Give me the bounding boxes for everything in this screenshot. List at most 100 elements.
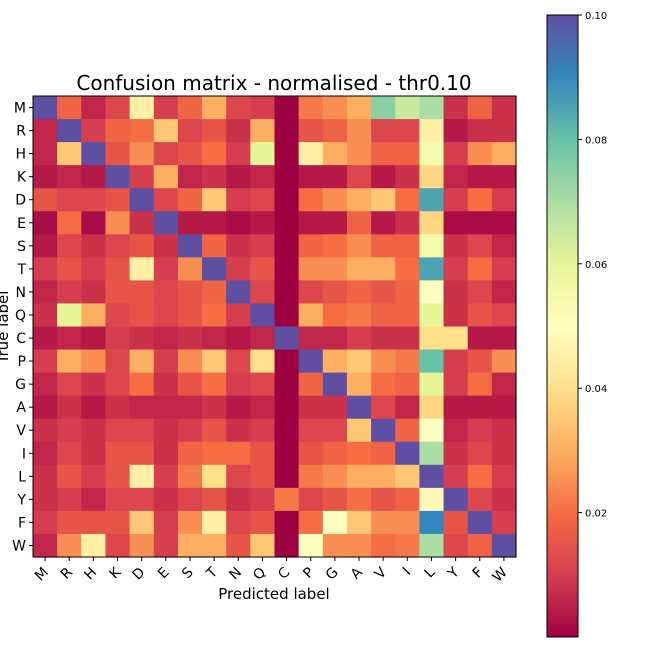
heatmap-cell — [443, 349, 469, 374]
heatmap-cell — [57, 211, 82, 235]
heatmap-cell — [129, 234, 155, 258]
heatmap-cell — [226, 326, 251, 351]
heatmap-cell — [105, 395, 131, 420]
heatmap-cell — [226, 142, 251, 166]
heatmap-cell — [395, 533, 420, 558]
heatmap-cell — [491, 326, 517, 351]
heatmap-cell — [467, 533, 493, 558]
colorbar-tick-labels: 0.02 0.04 0.06 0.08 0.10 — [578, 11, 607, 520]
heatmap-cell — [33, 464, 58, 489]
heatmap-cell — [491, 165, 517, 189]
heatmap-cell — [419, 326, 445, 351]
heatmap-cell — [129, 441, 155, 466]
heatmap-cell — [250, 464, 276, 489]
heatmap-cell — [105, 510, 131, 535]
heatmap-cell — [129, 188, 155, 212]
heatmap-cell — [33, 96, 58, 120]
heatmap-cell — [57, 464, 82, 489]
heatmap-cell — [467, 280, 493, 305]
heatmap-cell — [250, 441, 276, 466]
col-tick-label: C — [275, 564, 293, 582]
heatmap-cell — [129, 487, 155, 512]
heatmap-cell — [81, 234, 107, 258]
heatmap-cell — [395, 142, 420, 166]
row-tick-label: Y — [16, 492, 26, 508]
heatmap-cell — [443, 119, 469, 143]
heatmap-cell — [81, 119, 107, 143]
colorbar-tick-label: 0.04 — [585, 384, 607, 395]
col-tick-label: R — [58, 564, 76, 582]
heatmap-cell — [33, 303, 58, 328]
heatmap-cell — [395, 464, 420, 489]
heatmap-cell — [202, 372, 227, 397]
heatmap-cell — [419, 510, 445, 535]
heatmap-cell — [105, 257, 131, 281]
heatmap-cell — [105, 165, 131, 189]
heatmap-cell — [371, 211, 396, 235]
heatmap-cell — [298, 234, 324, 258]
colorbar-tick-label: 0.08 — [585, 135, 607, 146]
heatmap-cell — [491, 119, 517, 143]
heatmap-cell — [202, 464, 227, 489]
heatmap-cell — [322, 372, 348, 397]
heatmap-cell — [153, 349, 179, 374]
heatmap-cell — [105, 326, 131, 351]
heatmap-cell — [298, 165, 324, 189]
col-tick-label: E — [155, 565, 173, 583]
heatmap-cell — [57, 349, 82, 374]
heatmap-cell — [467, 119, 493, 143]
heatmap-cell — [419, 211, 445, 235]
heatmap-cell — [250, 510, 276, 535]
heatmap-cell — [81, 303, 107, 328]
heatmap-cell — [177, 119, 203, 143]
heatmap-cell — [226, 234, 251, 258]
heatmap-cell — [153, 441, 179, 466]
heatmap-cell — [298, 395, 324, 420]
heatmap-cell — [33, 188, 58, 212]
heatmap-cell — [105, 533, 131, 558]
heatmap-cell — [57, 119, 82, 143]
row-tick-label: L — [18, 469, 26, 485]
heatmap-cell — [202, 395, 227, 420]
heatmap-cell — [491, 487, 517, 512]
heatmap-cell — [395, 326, 420, 351]
heatmap-cell — [298, 510, 324, 535]
heatmap-cell — [81, 96, 107, 120]
heatmap-cell — [81, 326, 107, 351]
heatmap-cell — [274, 487, 300, 512]
heatmap-cell — [322, 280, 348, 305]
heatmap-cell — [467, 165, 493, 189]
heatmap-cell — [419, 280, 445, 305]
row-tick-label: D — [15, 193, 26, 209]
heatmap-cell — [346, 188, 372, 212]
heatmap-cell — [250, 119, 276, 143]
heatmap-cell — [322, 234, 348, 258]
heatmap-cell — [33, 257, 58, 281]
heatmap-cell — [105, 280, 131, 305]
heatmap-cell — [129, 349, 155, 374]
heatmap-cell — [467, 326, 493, 351]
heatmap-cell — [491, 372, 517, 397]
heatmap-cell — [346, 441, 372, 466]
heatmap-cell — [491, 533, 517, 558]
heatmap-cell — [274, 510, 300, 535]
heatmap-cell — [33, 165, 58, 189]
heatmap-cell — [33, 280, 58, 305]
heatmap-cell — [250, 257, 276, 281]
heatmap-cell — [33, 395, 58, 420]
heatmap-cell — [274, 533, 300, 558]
heatmap-cell — [322, 349, 348, 374]
heatmap-cell — [467, 418, 493, 443]
heatmap-cell — [129, 372, 155, 397]
row-tick-label: T — [16, 262, 26, 278]
heatmap-cell — [467, 96, 493, 120]
heatmap-cell — [298, 96, 324, 120]
heatmap-cell — [202, 326, 227, 351]
heatmap-cell — [443, 326, 469, 351]
row-tick-label: V — [16, 423, 26, 439]
heatmap-cell — [250, 303, 276, 328]
col-tick-label: N — [226, 565, 245, 584]
heatmap-cell — [298, 303, 324, 328]
heatmap-cell — [153, 372, 179, 397]
chart-title: Confusion matrix - normalised - thr0.10 — [76, 71, 471, 95]
